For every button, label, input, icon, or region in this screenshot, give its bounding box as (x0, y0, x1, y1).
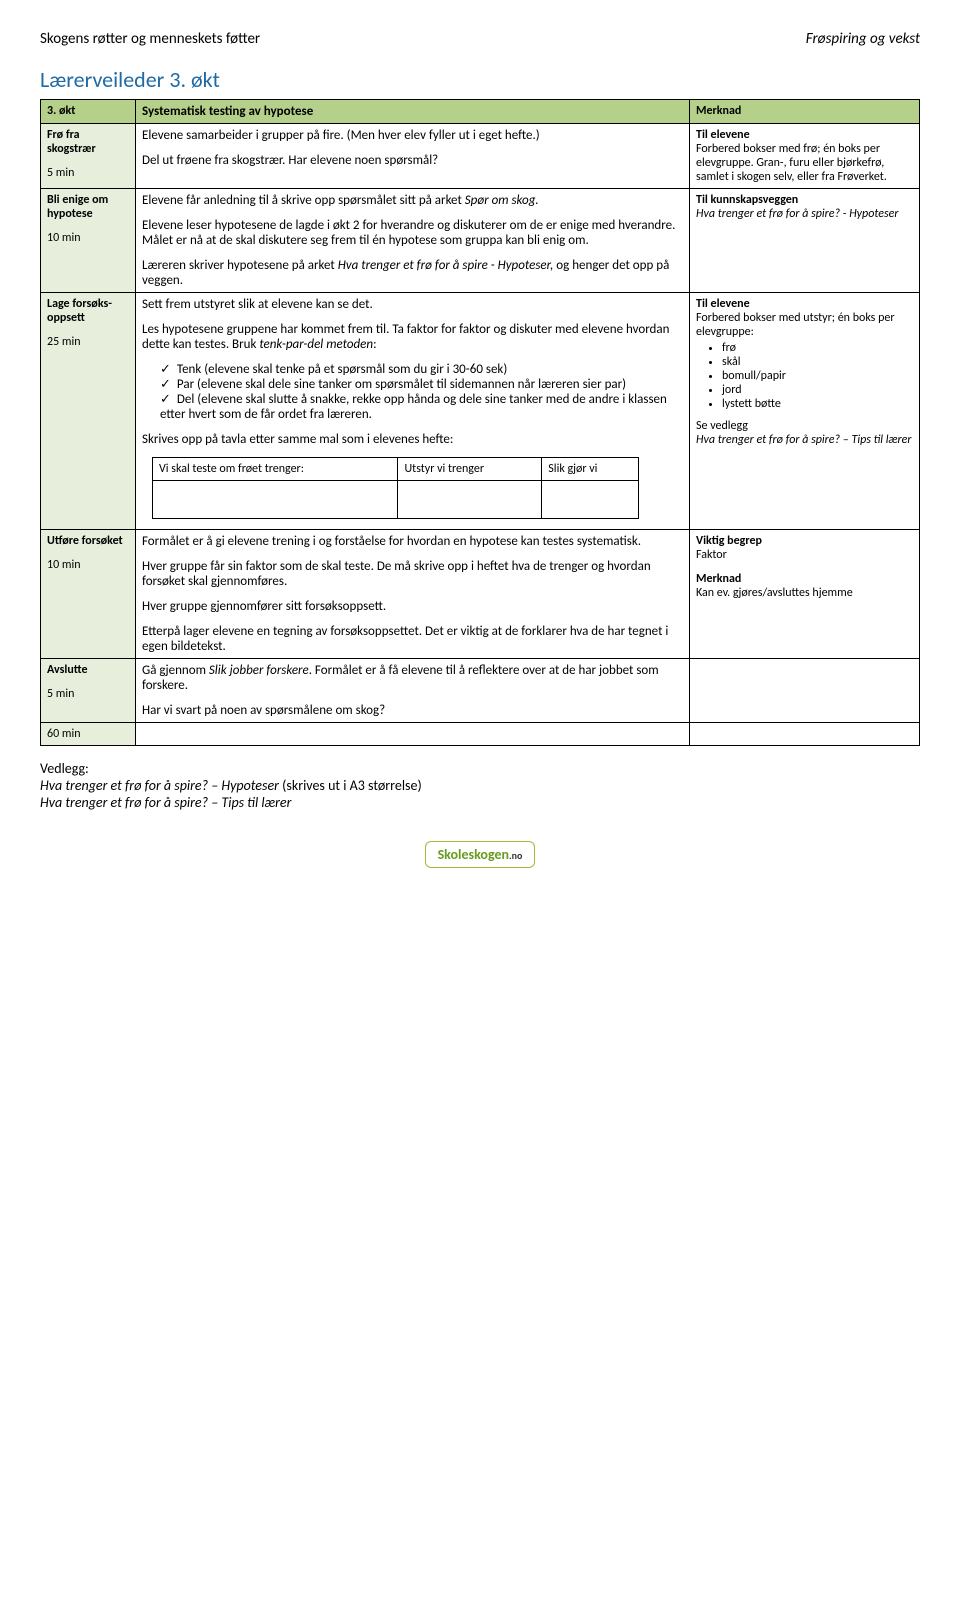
inner-th: Utstyr vi trenger (398, 458, 542, 481)
row-text: Les hypotesene gruppene har kommet frem … (142, 322, 683, 352)
lesson-table: 3. økt Systematisk testing av hypotese M… (40, 99, 920, 746)
note-text: Hva trenger et frø for å spire? - Hypote… (696, 207, 899, 221)
row-text: Skrives opp på tavla etter samme mal som… (142, 432, 683, 447)
row-text: Gå gjennom Slik jobber forskere. Formåle… (142, 663, 683, 693)
th-col1: 3. økt (41, 100, 136, 124)
materials-list: frø skål bomull/papir jord lystett bøtte (696, 341, 913, 411)
table-row: Frø fra skogstrær 5 min Elevene samarbei… (41, 124, 920, 189)
list-item: Del (elevene skal slutte å snakke, rekke… (160, 392, 683, 422)
row-text: Har vi svart på noen av spørsmålene om s… (142, 703, 683, 718)
row-label: Frø fra skogstrær (47, 128, 129, 156)
row-time: 25 min (47, 335, 129, 349)
page-header: Skogens røtter og menneskets føtter Frøs… (40, 30, 920, 48)
inner-th: Slik gjør vi (542, 458, 639, 481)
inner-th: Vi skal teste om frøet trenger: (153, 458, 398, 481)
inner-table: Vi skal teste om frøet trenger: Utstyr v… (152, 457, 639, 519)
row-label: Bli enige om hypotese (47, 193, 129, 221)
note-heading: Til elevene (696, 297, 750, 311)
row-text: Elevene leser hypotesene de lagde i økt … (142, 218, 683, 248)
row-time: 5 min (47, 687, 129, 701)
list-item: jord (722, 383, 913, 397)
note-text: Se vedlegg (696, 419, 748, 433)
total-time: 60 min (41, 723, 136, 746)
note-heading: Til kunnskapsveggen (696, 193, 798, 207)
table-row: Utføre forsøket 10 min Formålet er å gi … (41, 530, 920, 659)
row-text: Hver gruppe får sin faktor som de skal t… (142, 559, 683, 589)
attachments: Vedlegg: Hva trenger et frø for å spire?… (40, 760, 920, 811)
th-col3: Merknad (690, 100, 920, 124)
table-row: Avslutte 5 min Gå gjennom Slik jobber fo… (41, 659, 920, 723)
row-label: Lage forsøks-oppsett (47, 297, 129, 325)
list-item: lystett bøtte (722, 397, 913, 411)
list-item: bomull/papir (722, 369, 913, 383)
check-list: Tenk (elevene skal tenke på et spørsmål … (142, 362, 683, 422)
note-text: Forbered bokser med frø; én boks per ele… (696, 142, 887, 184)
row-label: Avslutte (47, 663, 129, 677)
row-time: 5 min (47, 166, 129, 180)
note-text: Forbered bokser med utstyr; én boks per … (696, 311, 895, 339)
row-time: 10 min (47, 231, 129, 245)
page-title: Lærerveileder 3. økt (40, 66, 920, 93)
th-col2: Systematisk testing av hypotese (136, 100, 690, 124)
table-row: Lage forsøks-oppsett 25 min Sett frem ut… (41, 293, 920, 530)
note-heading: Viktig begrep (696, 534, 762, 548)
row-text: Del ut frøene fra skogstrær. Har elevene… (142, 153, 683, 168)
row-text: Elevene samarbeider i grupper på fire. (… (142, 128, 683, 143)
note-text: Hva trenger et frø for å spire? – Tips t… (696, 433, 912, 447)
row-time: 10 min (47, 558, 129, 572)
table-row: 60 min (41, 723, 920, 746)
note-heading: Til elevene (696, 128, 750, 142)
note-text: Kan ev. gjøres/avsluttes hjemme (696, 586, 853, 600)
row-label: Utføre forsøket (47, 534, 129, 548)
row-text: Læreren skriver hypotesene på arket Hva … (142, 258, 683, 288)
header-left: Skogens røtter og menneskets føtter (40, 30, 260, 48)
note-text: Faktor (696, 548, 727, 562)
row-text: Elevene får anledning til å skrive opp s… (142, 193, 683, 208)
list-item: Tenk (elevene skal tenke på et spørsmål … (160, 362, 683, 377)
table-row: Bli enige om hypotese 10 min Elevene får… (41, 189, 920, 293)
row-text: Formålet er å gi elevene trening i og fo… (142, 534, 683, 549)
row-text: Etterpå lager elevene en tegning av fors… (142, 624, 683, 654)
row-text: Sett frem utstyret slik at elevene kan s… (142, 297, 683, 312)
attachment-item: Hva trenger et frø for å spire? – Tips t… (40, 794, 291, 811)
note-heading: Merknad (696, 572, 741, 586)
attachments-title: Vedlegg: (40, 760, 89, 777)
header-right: Frøspiring og vekst (806, 30, 920, 48)
list-item: Par (elevene skal dele sine tanker om sp… (160, 377, 683, 392)
logo: Skoleskogen.no (425, 841, 536, 868)
attachment-item: Hva trenger et frø for å spire? – Hypote… (40, 777, 279, 794)
list-item: frø (722, 341, 913, 355)
row-text: Hver gruppe gjennomfører sitt forsøksopp… (142, 599, 683, 614)
list-item: skål (722, 355, 913, 369)
footer-logo: Skoleskogen.no (40, 841, 920, 868)
